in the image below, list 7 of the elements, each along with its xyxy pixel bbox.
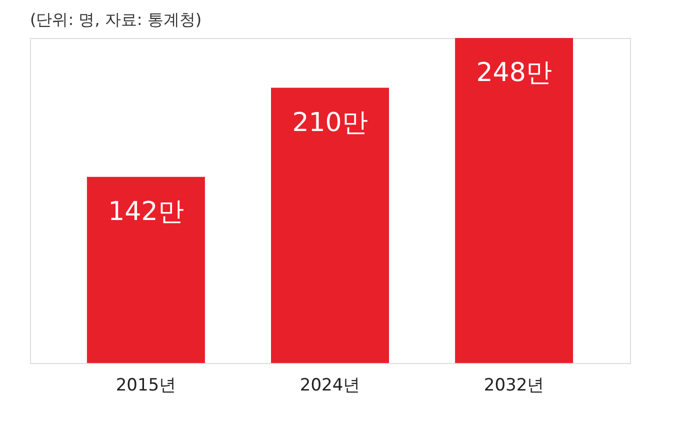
x-tick-label: 2015년 bbox=[116, 376, 176, 396]
data-label: 210만 bbox=[292, 108, 368, 138]
data-label: 248만 bbox=[476, 58, 552, 88]
x-tick-label: 2032년 bbox=[484, 376, 544, 396]
data-label: 142만 bbox=[108, 196, 184, 227]
x-tick-label: 2024년 bbox=[300, 376, 360, 396]
chart-subtitle: (단위: 명, 자료: 통계청) bbox=[30, 10, 202, 29]
